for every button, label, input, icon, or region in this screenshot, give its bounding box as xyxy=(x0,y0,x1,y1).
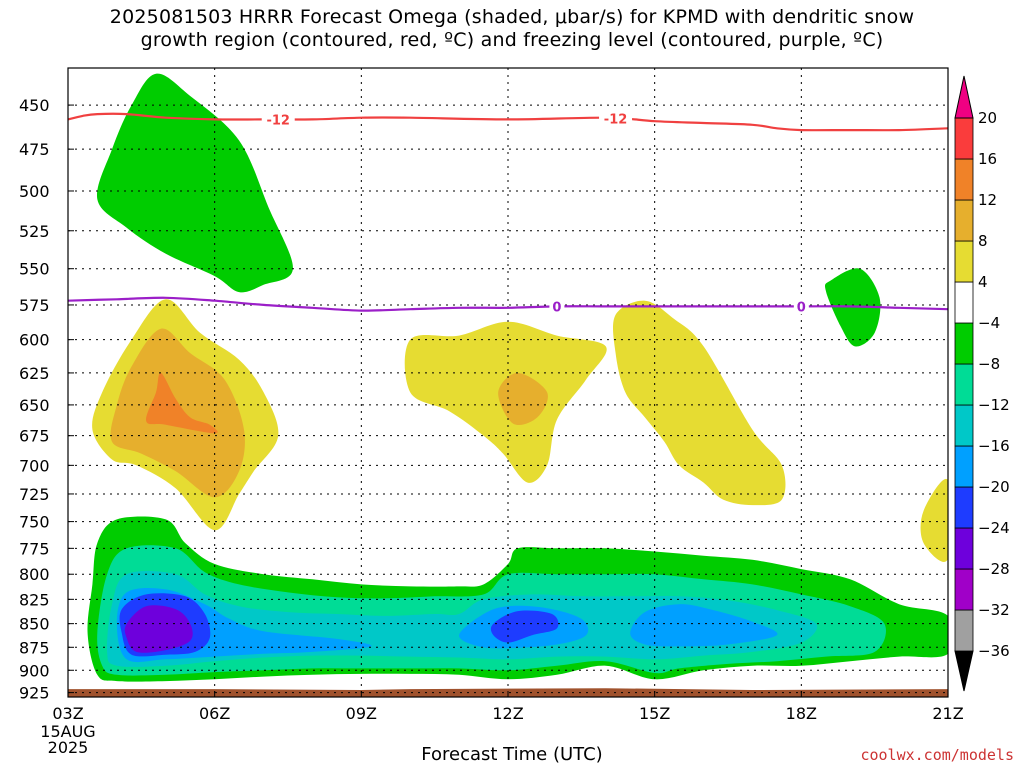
colorbar-swatch xyxy=(954,568,974,611)
colorbar-swatch xyxy=(954,486,974,529)
x-date-label: 2025 xyxy=(48,738,89,757)
y-tick-label: 525 xyxy=(19,222,50,241)
x-date-label: 15AUG xyxy=(40,722,95,741)
colorbar-swatch xyxy=(954,158,974,201)
omega-region xyxy=(124,605,193,653)
dgz-contour-label: -12 xyxy=(266,113,290,128)
colorbar-label: −24 xyxy=(978,519,1010,537)
omega-region xyxy=(96,73,293,293)
colorbar-swatch xyxy=(954,117,974,160)
y-tick-label: 900 xyxy=(19,661,50,680)
y-tick-label: 800 xyxy=(19,565,50,584)
x-tick-label: 21Z xyxy=(932,704,963,723)
y-tick-label: 450 xyxy=(19,96,50,115)
omega-region xyxy=(498,372,548,426)
y-tick-label: 700 xyxy=(19,456,50,475)
colorbar-lower-arrow xyxy=(954,650,974,692)
y-tick-label: 850 xyxy=(19,615,50,634)
colorbar-swatch xyxy=(954,240,974,283)
colorbar-swatch xyxy=(954,363,974,406)
colorbar-label: −36 xyxy=(978,642,1010,660)
colorbar-swatch xyxy=(954,527,974,570)
y-tick-label: 675 xyxy=(19,427,50,446)
colorbar-upper-arrow xyxy=(954,75,974,119)
y-tick-label: 825 xyxy=(19,590,50,609)
x-tick-label: 03Z xyxy=(52,704,83,723)
freezing-level-contour-label: 0 xyxy=(552,300,561,315)
colorbar-label: 20 xyxy=(978,109,997,127)
x-tick-label: 06Z xyxy=(199,704,230,723)
colorbar-label: 8 xyxy=(978,232,988,250)
colorbar-label: −32 xyxy=(978,601,1010,619)
dgz-contour-label-bg xyxy=(599,110,633,127)
colorbar-label: −28 xyxy=(978,560,1010,578)
colorbar-label: 4 xyxy=(978,273,988,291)
colorbar-label: −12 xyxy=(978,396,1010,414)
colorbar-swatch xyxy=(954,199,974,242)
y-tick-label: 725 xyxy=(19,485,50,504)
chart-title-line-1: 2025081503 HRRR Forecast Omega (shaded, … xyxy=(109,6,915,28)
colorbar-label: −4 xyxy=(978,314,1000,332)
colorbar-swatch xyxy=(954,322,974,365)
y-tick-label: 550 xyxy=(19,260,50,279)
omega-region xyxy=(146,372,218,434)
y-tick-label: 925 xyxy=(19,684,50,703)
chart-title: 2025081503 HRRR Forecast Omega (shaded, … xyxy=(0,6,1024,52)
y-tick-label: 650 xyxy=(19,396,50,415)
colorbar-label: −8 xyxy=(978,355,1000,373)
y-tick-label: 500 xyxy=(19,182,50,201)
dgz-contour-line xyxy=(68,112,948,132)
y-tick-label: 575 xyxy=(19,296,50,315)
colorbar: 20 16 12 8 4 −4 −8 −12 −16 −20 −24 −28 −32 −36 xyxy=(954,75,1010,692)
x-tick-label: 09Z xyxy=(346,704,377,723)
temperature-contours: -12 -12 0 0 xyxy=(68,110,948,315)
y-tick-label: 475 xyxy=(19,140,50,159)
colorbar-swatch xyxy=(954,404,974,447)
colorbar-label: −20 xyxy=(978,478,1010,496)
y-tick-label: 875 xyxy=(19,638,50,657)
freezing-level-contour-label-bg xyxy=(549,298,565,315)
x-axis-title: Forecast Time (UTC) xyxy=(421,744,603,765)
colorbar-label: 16 xyxy=(978,150,997,168)
chart-title-line-2: growth region (contoured, red, ºC) and f… xyxy=(140,29,884,51)
x-tick-label: 12Z xyxy=(492,704,523,723)
y-tick-label: 625 xyxy=(19,364,50,383)
omega-region xyxy=(920,478,948,562)
freezing-level-contour-label: 0 xyxy=(797,300,806,315)
dgz-contour-label-bg xyxy=(261,111,295,128)
x-tick-label: 15Z xyxy=(639,704,670,723)
y-tick-label: 600 xyxy=(19,331,50,350)
site-credit: coolwx.com/models xyxy=(860,746,1014,764)
colorbar-swatch xyxy=(954,281,974,324)
x-tick-label: 18Z xyxy=(786,704,817,723)
y-tick-label: 750 xyxy=(19,513,50,532)
colorbar-swatch xyxy=(954,609,974,652)
omega-region xyxy=(630,604,778,647)
y-tick-label: 775 xyxy=(19,539,50,558)
omega-region xyxy=(490,610,559,643)
freezing-level-contour-label-bg xyxy=(793,298,809,315)
colorbar-label: −16 xyxy=(978,437,1010,455)
dgz-contour-label: -12 xyxy=(604,112,628,127)
colorbar-swatch xyxy=(954,445,974,488)
y-axis: 450 475 500 525 550 575 600 625 650 675 700 725 750 7… xyxy=(19,96,74,703)
omega-region xyxy=(612,300,786,506)
colorbar-label: 12 xyxy=(978,191,997,209)
